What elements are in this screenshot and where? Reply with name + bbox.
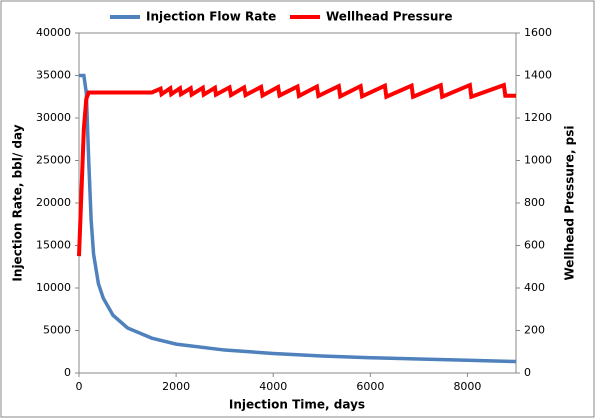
- y-tick-label: 40000: [36, 26, 71, 39]
- y-tick-label: 20000: [36, 196, 71, 209]
- y2-tick-label: 1400: [524, 69, 552, 82]
- y2-axis-title: Wellhead Pressure, psi: [563, 125, 577, 280]
- x-axis-title: Injection Time, days: [229, 398, 365, 412]
- x-tick-label: 6000: [356, 380, 384, 393]
- y-tick-label: 5000: [43, 324, 71, 337]
- y-tick-label: 25000: [36, 154, 71, 167]
- y2-tick-label: 600: [524, 239, 545, 252]
- x-tick-label: 0: [76, 380, 83, 393]
- series-line: [77, 82, 516, 257]
- y-tick-label: 30000: [36, 111, 71, 124]
- y2-tick-label: 1600: [524, 26, 552, 39]
- x-tick-label: 8000: [453, 380, 481, 393]
- y-tick-label: 35000: [36, 69, 71, 82]
- x-tick-label: 2000: [162, 380, 190, 393]
- y-tick-label: 10000: [36, 281, 71, 294]
- y-tick-label: 0: [64, 366, 71, 379]
- y2-tick-label: 1200: [524, 111, 552, 124]
- y2-tick-label: 800: [524, 196, 545, 209]
- y2-tick-label: 1000: [524, 154, 552, 167]
- legend-label: Injection Flow Rate: [146, 10, 276, 24]
- series-line: [79, 73, 517, 364]
- y2-tick-label: 200: [524, 324, 545, 337]
- y2-tick-label: 400: [524, 281, 545, 294]
- y2-tick-label: 0: [524, 366, 531, 379]
- legend-label: Wellhead Pressure: [326, 10, 452, 24]
- y-axis-title: Injection Rate, bbl/ day: [11, 124, 25, 281]
- x-tick-label: 4000: [259, 380, 287, 393]
- y-tick-label: 15000: [36, 239, 71, 252]
